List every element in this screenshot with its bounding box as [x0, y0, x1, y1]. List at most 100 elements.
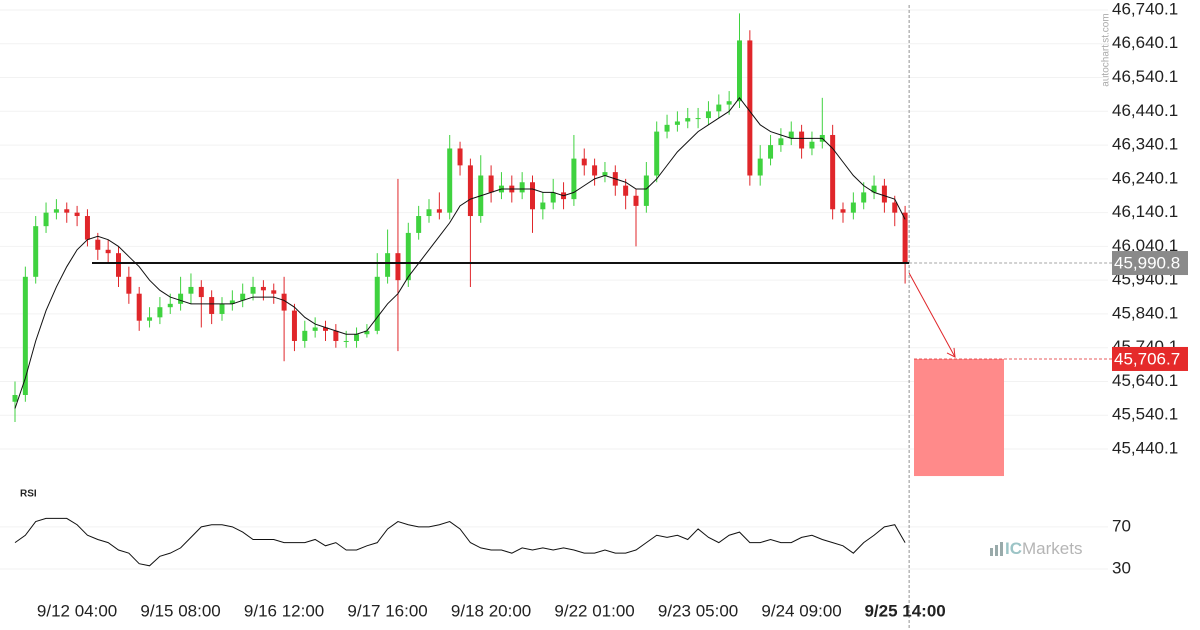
- candle-body: [95, 239, 101, 250]
- rsi-title: RSI: [20, 489, 37, 500]
- logo-bar: [1000, 542, 1003, 556]
- candle-body: [768, 145, 774, 159]
- brand-logo-text: ICMarkets: [1005, 539, 1082, 558]
- candle-body: [405, 232, 411, 281]
- candle-body: [43, 212, 49, 227]
- candle-body: [881, 185, 887, 203]
- y-tick-label: 46,540.1: [1112, 67, 1178, 86]
- current-price-box: [1112, 251, 1188, 276]
- candle-body: [354, 334, 360, 341]
- candle-body: [892, 202, 898, 213]
- candle-body: [654, 131, 660, 176]
- candle-body: [850, 202, 856, 213]
- candle-body: [64, 209, 70, 213]
- brand-markets: Markets: [1022, 539, 1082, 558]
- x-tick-label: 9/16 12:00: [244, 601, 324, 620]
- y-tick-label: 46,040.1: [1112, 236, 1178, 255]
- y-tick-label: 45,640.1: [1112, 371, 1178, 390]
- candle-body: [260, 286, 266, 291]
- y-tick-label: 46,240.1: [1112, 168, 1178, 187]
- candle-body: [799, 131, 805, 149]
- candle-body: [447, 148, 453, 213]
- candle-body: [426, 209, 432, 217]
- candle-body: [188, 286, 194, 294]
- candle-body: [488, 175, 494, 193]
- candle-body: [364, 330, 370, 335]
- candle-body: [457, 148, 463, 166]
- candle-body: [374, 276, 380, 331]
- candle-body: [12, 395, 18, 402]
- candle-body: [105, 249, 111, 254]
- target-price-label: 45,706.7: [1114, 349, 1180, 368]
- rsi-line: [14, 517, 906, 567]
- candle-body: [178, 293, 184, 304]
- y-tick-label: 45,540.1: [1112, 405, 1178, 424]
- candle-body: [633, 195, 639, 206]
- y-tick-label: 45,840.1: [1112, 303, 1178, 322]
- candle-body: [281, 293, 287, 311]
- moving-average: [14, 97, 906, 409]
- candle-body: [592, 165, 598, 176]
- candle-body: [343, 340, 349, 342]
- candle-body: [685, 118, 691, 122]
- y-tick-label: 46,440.1: [1112, 101, 1178, 120]
- candle-body: [126, 276, 132, 294]
- x-tick-label: 9/15 08:00: [140, 601, 220, 620]
- candle-body: [519, 182, 525, 193]
- x-tick-label: 9/22 01:00: [554, 601, 634, 620]
- candle-body: [695, 118, 701, 120]
- candle-body: [436, 209, 442, 213]
- candle-body: [312, 327, 318, 331]
- candle-body: [809, 141, 815, 149]
- y-tick-label: 45,440.1: [1112, 438, 1178, 457]
- y-tick-label: 46,140.1: [1112, 202, 1178, 221]
- y-tick-label: 46,340.1: [1112, 135, 1178, 154]
- forecast-arrow-head: [946, 347, 956, 358]
- candle-body: [861, 192, 867, 203]
- candle-body: [302, 330, 308, 341]
- candle-body: [788, 131, 794, 139]
- x-tick-label: 9/17 16:00: [347, 601, 427, 620]
- candle-body: [250, 286, 256, 294]
- candle-body: [416, 216, 422, 233]
- candle-body: [705, 111, 711, 119]
- candle-body: [323, 327, 328, 331]
- candle-body: [167, 303, 173, 308]
- candle-body: [33, 226, 39, 277]
- candle-body: [674, 121, 680, 125]
- logo-bar: [995, 545, 998, 556]
- x-tick-label: 9/12 04:00: [37, 601, 117, 620]
- current-price-label: 45,990.8: [1114, 254, 1180, 273]
- candle-body: [571, 158, 577, 200]
- candle-body: [333, 330, 339, 341]
- y-tick-label: 46,640.1: [1112, 33, 1178, 52]
- x-tick-label: 9/18 20:00: [451, 601, 531, 620]
- candle-body: [74, 212, 80, 217]
- candle-body: [540, 202, 546, 210]
- brand-ic: IC: [1005, 539, 1022, 558]
- candle-body: [664, 124, 670, 132]
- candle-body: [581, 158, 587, 166]
- candle-body: [550, 192, 556, 203]
- candle-body: [643, 175, 649, 206]
- candle-body: [840, 209, 846, 213]
- candle-body: [219, 303, 225, 314]
- candle-body: [209, 297, 215, 314]
- candle-body: [22, 276, 28, 396]
- rsi-tick-label: 70: [1112, 516, 1131, 535]
- candle-body: [157, 307, 163, 318]
- candle-body: [467, 165, 473, 217]
- candle-body: [623, 185, 629, 196]
- x-tick-label: 9/25 14:00: [864, 601, 945, 620]
- forecast-zone: [914, 358, 1004, 477]
- candle-body: [757, 158, 763, 176]
- x-tick-label: 9/24 09:00: [761, 601, 841, 620]
- candle-body: [716, 104, 722, 112]
- forecast-arrow: [908, 272, 956, 358]
- candle-body: [198, 286, 204, 298]
- candle-body: [385, 253, 391, 277]
- candle-body: [147, 317, 153, 321]
- candle-body: [530, 182, 535, 210]
- candle-body: [84, 216, 90, 240]
